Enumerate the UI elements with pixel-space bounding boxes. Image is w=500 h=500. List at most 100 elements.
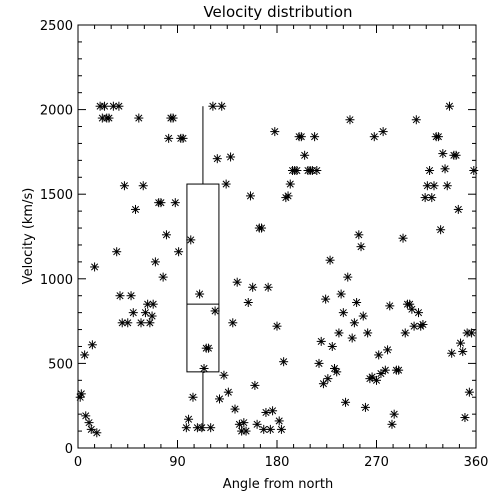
- point-stroke: [251, 381, 259, 389]
- data-point: [208, 101, 218, 111]
- point-stroke: [179, 134, 187, 142]
- point-stroke: [242, 427, 250, 435]
- point-stroke: [185, 415, 193, 423]
- point-stroke: [182, 424, 190, 432]
- data-point: [374, 350, 384, 360]
- point-stroke: [271, 128, 279, 136]
- point-stroke: [273, 322, 281, 330]
- data-point: [130, 204, 140, 214]
- point-stroke: [311, 133, 319, 141]
- data-point: [148, 299, 158, 309]
- data-point: [464, 387, 474, 397]
- data-point: [112, 247, 122, 257]
- data-point: [438, 149, 448, 159]
- data-point: [414, 308, 424, 318]
- data-point: [147, 311, 157, 321]
- point-stroke: [93, 429, 101, 437]
- data-point: [197, 423, 207, 433]
- chart-title: Velocity distribution: [203, 3, 352, 21]
- point-stroke: [461, 413, 469, 422]
- point-stroke: [257, 224, 266, 232]
- data-point: [181, 423, 191, 433]
- point-stroke: [144, 300, 152, 308]
- data-point: [114, 101, 124, 111]
- y-tick-label: 500: [48, 357, 73, 372]
- data-point: [80, 350, 90, 360]
- data-point: [321, 294, 331, 304]
- point-stroke: [372, 376, 381, 384]
- point-stroke: [384, 346, 392, 354]
- data-point: [314, 358, 324, 368]
- plot-frame: [77, 24, 477, 449]
- point-stroke: [116, 292, 124, 300]
- point-stroke: [412, 116, 420, 124]
- data-point: [433, 132, 443, 142]
- y-tick-label: 1000: [40, 273, 73, 288]
- data-point: [334, 328, 344, 338]
- point-stroke: [175, 248, 183, 256]
- data-point: [436, 225, 446, 235]
- point-stroke: [277, 425, 285, 433]
- data-point: [128, 308, 138, 318]
- data-point: [100, 101, 110, 111]
- point-stroke: [131, 205, 140, 213]
- point-stroke: [129, 309, 137, 317]
- data-point: [206, 423, 216, 433]
- point-stroke: [224, 388, 232, 396]
- point-stroke: [211, 307, 219, 315]
- data-point: [300, 150, 310, 160]
- point-stroke: [368, 373, 376, 381]
- data-point: [212, 154, 222, 164]
- point-stroke: [77, 390, 85, 398]
- point-stroke: [350, 319, 358, 327]
- point-stroke: [459, 348, 467, 356]
- data-point: [451, 150, 461, 160]
- point-stroke: [240, 419, 248, 427]
- point-stroke: [227, 153, 235, 161]
- data-point: [215, 394, 225, 404]
- point-stroke: [421, 194, 429, 202]
- point-stroke: [337, 290, 345, 298]
- point-stroke: [269, 407, 277, 415]
- point-stroke: [82, 412, 90, 420]
- data-point: [376, 369, 386, 379]
- data-point: [156, 198, 166, 208]
- point-stroke: [465, 388, 473, 396]
- data-point: [276, 424, 286, 434]
- point-stroke: [233, 278, 241, 286]
- point-stroke: [286, 180, 294, 188]
- data-point: [418, 319, 428, 329]
- point-stroke: [468, 329, 476, 337]
- data-point: [138, 181, 148, 191]
- point-stroke: [313, 166, 321, 175]
- box-iqr: [186, 183, 220, 373]
- data-point: [245, 191, 255, 201]
- point-stroke: [151, 258, 159, 266]
- data-point: [136, 318, 146, 328]
- data-point: [312, 166, 322, 176]
- point-stroke: [315, 359, 323, 367]
- point-stroke: [399, 234, 407, 242]
- data-point: [407, 304, 417, 314]
- data-point: [447, 348, 457, 358]
- data-point: [195, 289, 205, 299]
- point-stroke: [377, 369, 385, 378]
- data-point: [292, 166, 302, 176]
- point-stroke: [204, 344, 213, 352]
- point-stroke: [454, 205, 462, 213]
- point-stroke: [246, 192, 255, 200]
- point-stroke: [355, 231, 363, 239]
- point-stroke: [301, 151, 309, 159]
- point-stroke: [428, 194, 436, 202]
- point-stroke: [406, 300, 414, 308]
- point-stroke: [244, 298, 252, 307]
- data-point: [398, 233, 408, 243]
- data-point: [145, 318, 155, 328]
- point-stroke: [220, 371, 228, 379]
- data-point: [363, 328, 373, 338]
- point-stroke: [434, 133, 442, 141]
- point-stroke: [253, 420, 261, 428]
- y-tick-label: 1500: [40, 188, 73, 203]
- point-stroke: [322, 295, 330, 303]
- point-stroke: [149, 300, 157, 308]
